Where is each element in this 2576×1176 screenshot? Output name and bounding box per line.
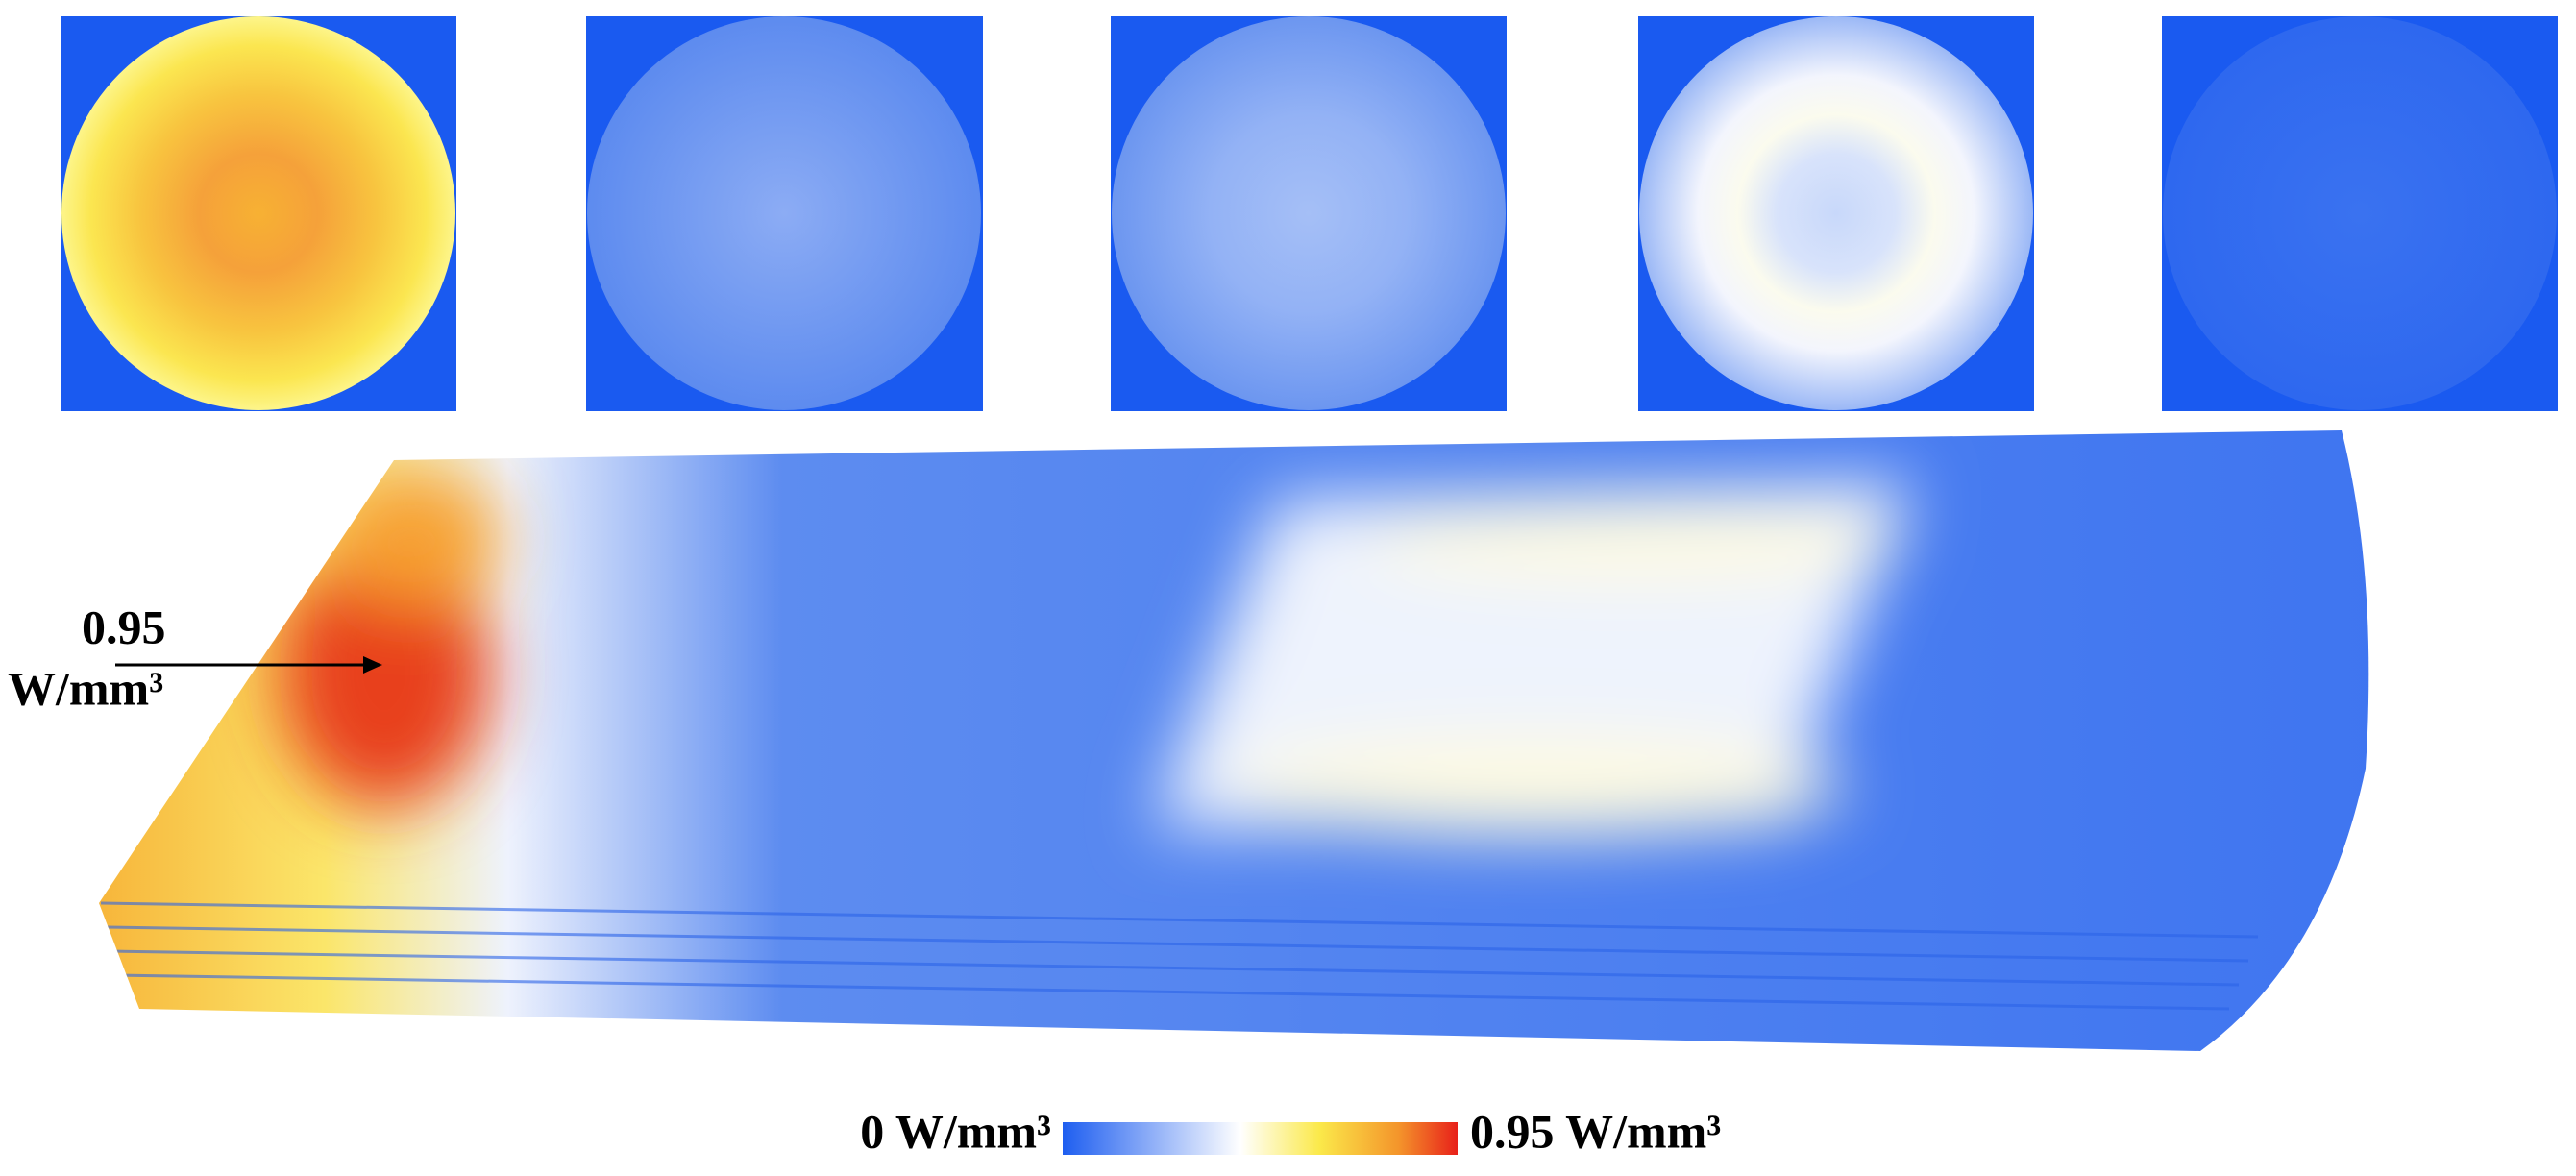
colorbar-max: 0.95 W/mm³ xyxy=(1470,1104,1721,1158)
slice-disc xyxy=(587,16,981,410)
cylinder xyxy=(99,430,2369,1051)
layer-lines xyxy=(100,901,2259,1011)
slice-disc xyxy=(2163,16,2557,410)
annotation-value: 0.95 xyxy=(82,600,166,653)
slices xyxy=(61,16,2558,411)
cylinder-hotspots xyxy=(279,471,1912,836)
arrow-head xyxy=(363,656,382,674)
colorbar xyxy=(1063,1122,1458,1155)
slice-disc xyxy=(1639,16,2033,410)
annotation-unit: W/mm³ xyxy=(8,661,163,715)
slice-disc xyxy=(1112,16,1506,410)
slice-disc xyxy=(61,16,455,410)
colorbar-min: 0 W/mm³ xyxy=(860,1104,1051,1158)
